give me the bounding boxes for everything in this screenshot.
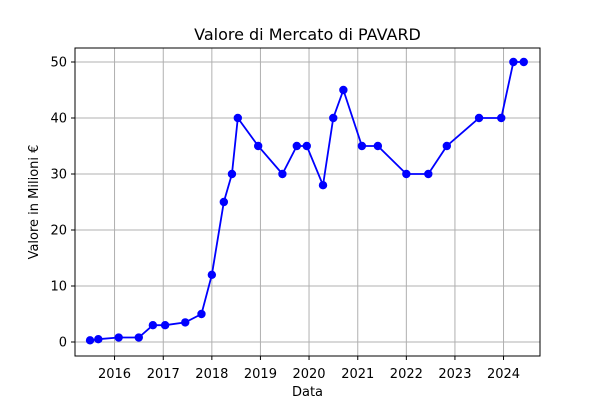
data-point xyxy=(292,141,301,151)
x-tick-label: 2024 xyxy=(487,367,520,382)
y-axis-label: Valore in Milioni € xyxy=(27,145,42,260)
x-tick-label: 2021 xyxy=(341,367,374,382)
x-tick-label: 2017 xyxy=(147,367,180,382)
plot-area-frame xyxy=(74,47,541,357)
data-point xyxy=(497,113,506,123)
data-point xyxy=(114,333,123,342)
x-tick-label: 2023 xyxy=(438,367,471,382)
data-point xyxy=(181,318,190,327)
data-point xyxy=(474,113,484,123)
data-point xyxy=(339,85,348,95)
x-axis-label: Data xyxy=(292,385,323,400)
data-point xyxy=(357,141,367,151)
data-point xyxy=(197,309,206,319)
y-tick-label: 10 xyxy=(50,280,67,295)
data-point xyxy=(442,141,452,151)
series-markers xyxy=(85,57,528,345)
axis-ticks: 2016 2017 2018 2019 2020 2021 2022 2023 2024 0 10 2… xyxy=(50,56,520,383)
x-tick-label: 2019 xyxy=(244,367,277,382)
data-point xyxy=(148,321,158,330)
data-point xyxy=(519,57,528,67)
data-point xyxy=(424,169,433,179)
data-point xyxy=(233,113,243,123)
grid xyxy=(75,48,540,356)
data-point xyxy=(85,336,95,345)
data-point xyxy=(219,197,229,207)
y-tick-label: 0 xyxy=(59,336,67,351)
series-line xyxy=(89,61,524,342)
data-point xyxy=(94,335,103,344)
data-point xyxy=(318,181,328,190)
y-tick-label: 20 xyxy=(50,224,67,239)
data-point xyxy=(302,141,311,151)
y-tick-label: 50 xyxy=(50,56,67,71)
data-point xyxy=(160,321,170,330)
data-point xyxy=(253,141,263,151)
data-point xyxy=(402,169,411,179)
data-point xyxy=(373,141,383,151)
x-tick-label: 2020 xyxy=(292,367,325,382)
y-tick-label: 30 xyxy=(50,168,67,183)
x-tick-label: 2018 xyxy=(195,367,228,382)
chart-title: Valore di Mercato di PAVARD xyxy=(194,25,421,44)
data-point xyxy=(227,169,237,179)
data-point xyxy=(134,333,143,342)
data-point xyxy=(509,57,518,67)
data-point xyxy=(278,169,287,179)
x-tick-label: 2016 xyxy=(98,367,131,382)
y-tick-label: 40 xyxy=(50,112,67,127)
x-tick-label: 2022 xyxy=(390,367,423,382)
data-point xyxy=(207,270,217,279)
data-point xyxy=(329,113,338,123)
